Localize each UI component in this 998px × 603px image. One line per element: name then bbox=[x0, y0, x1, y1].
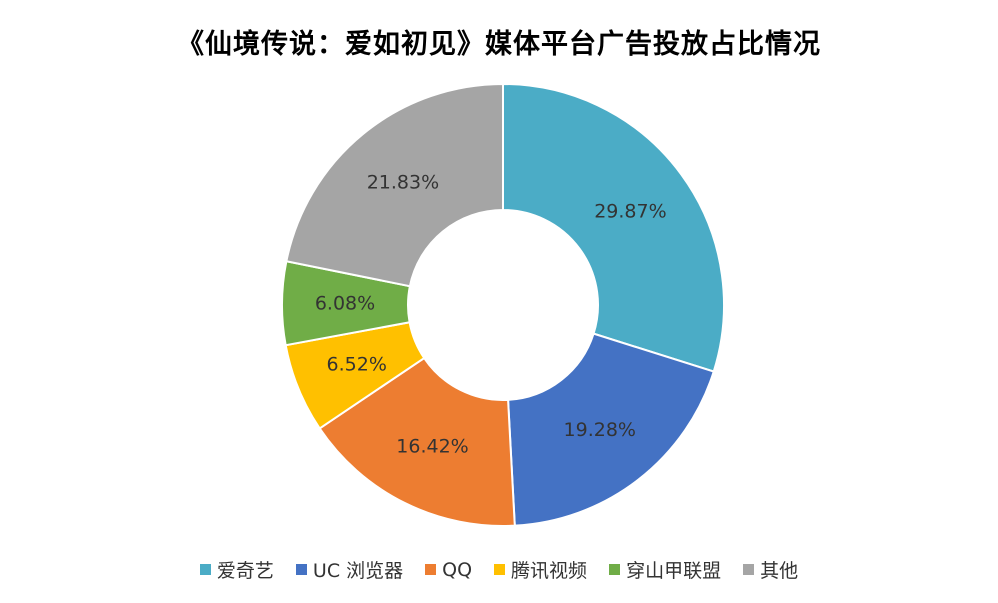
legend-swatch bbox=[425, 564, 437, 575]
chart-legend: 爱奇艺 UC 浏览器 QQ 腾讯视频 穿山甲联盟 其他 bbox=[0, 556, 998, 583]
legend-swatch bbox=[295, 564, 307, 575]
data-label: 21.83% bbox=[367, 172, 439, 194]
chart-title: 《仙境传说：爱如初见》媒体平台广告投放占比情况 bbox=[177, 29, 821, 60]
legend-label: 穿山甲联盟 bbox=[626, 560, 722, 582]
legend-item-pangle: 穿山甲联盟 bbox=[609, 556, 721, 583]
legend-item-qq: QQ bbox=[425, 559, 472, 581]
legend-swatch bbox=[199, 564, 211, 575]
legend-item-other: 其他 bbox=[743, 556, 798, 583]
data-label: 6.52% bbox=[327, 354, 387, 376]
legend-item-iqiyi: 爱奇艺 bbox=[199, 556, 274, 583]
legend-label: UC 浏览器 bbox=[312, 560, 404, 582]
legend-item-uc-browser: UC 浏览器 bbox=[295, 556, 404, 583]
legend-swatch bbox=[609, 564, 621, 575]
data-label: 19.28% bbox=[564, 419, 636, 441]
legend-label: 其他 bbox=[760, 560, 799, 582]
data-label: 6.08% bbox=[315, 293, 375, 315]
slice-other bbox=[285, 82, 504, 288]
data-label: 29.87% bbox=[594, 201, 666, 223]
legend-item-tencent-video: 腾讯视频 bbox=[494, 556, 587, 583]
slice-uc-browser bbox=[507, 332, 715, 527]
legend-swatch bbox=[494, 564, 506, 575]
slice-qq bbox=[318, 356, 516, 527]
legend-swatch bbox=[743, 564, 755, 575]
slice-iqiyi bbox=[502, 82, 725, 373]
legend-label: 腾讯视频 bbox=[511, 560, 588, 582]
legend-label: 爱奇艺 bbox=[216, 560, 274, 582]
legend-label: QQ bbox=[442, 558, 473, 581]
data-label: 16.42% bbox=[396, 435, 468, 457]
